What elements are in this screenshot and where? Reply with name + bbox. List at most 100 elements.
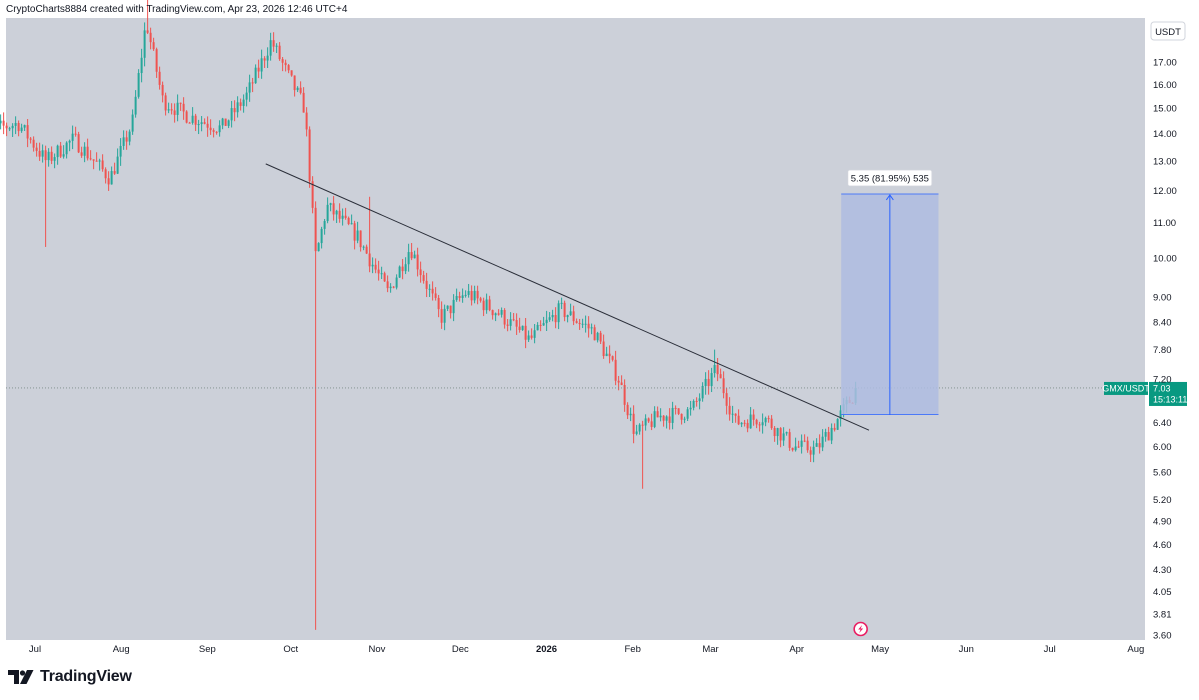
candle-body xyxy=(575,321,578,323)
candle-body xyxy=(734,413,737,416)
candle-body xyxy=(44,150,47,161)
candle-body xyxy=(455,296,458,300)
candle xyxy=(683,416,686,424)
time-axis[interactable]: Jul Aug Sep Oct Nov Dec 2026 Feb Mar Apr May Jun Jul… xyxy=(29,644,1144,655)
candle xyxy=(131,109,134,135)
candle-body xyxy=(677,408,680,414)
candle xyxy=(479,296,482,303)
candle-body xyxy=(392,286,395,288)
candle-body xyxy=(377,269,380,274)
candle xyxy=(602,334,605,359)
candle xyxy=(770,415,773,430)
candle-body xyxy=(788,432,791,448)
candle xyxy=(47,148,50,167)
candle-body xyxy=(566,315,569,318)
candle-body xyxy=(485,299,488,311)
candle xyxy=(569,303,572,316)
candle-body xyxy=(626,404,629,416)
candle xyxy=(173,103,176,123)
candle xyxy=(161,81,164,103)
candle-body xyxy=(287,65,290,71)
candle-body xyxy=(740,422,743,425)
candle xyxy=(620,375,623,386)
candle xyxy=(758,421,761,432)
candle xyxy=(764,416,767,427)
candle-body xyxy=(290,70,293,76)
candle xyxy=(839,405,842,427)
candle xyxy=(488,295,491,312)
candle-body xyxy=(65,142,68,155)
candle-body xyxy=(668,416,671,423)
price-axis[interactable]: 17.00 16.00 15.00 14.00 13.00 12.00 11.00 10.00… xyxy=(1153,58,1177,642)
event-marker-bolt xyxy=(858,625,864,633)
candle xyxy=(659,408,662,422)
last-price-badge[interactable] xyxy=(1149,381,1187,406)
candle xyxy=(50,146,53,165)
candle-body xyxy=(83,146,86,156)
candle-body xyxy=(266,55,269,61)
candle xyxy=(377,260,380,281)
candle-body xyxy=(395,277,398,288)
candle-body xyxy=(602,341,605,357)
candle-body xyxy=(608,353,611,357)
candle xyxy=(791,447,794,452)
candle xyxy=(122,130,125,150)
candle xyxy=(233,100,236,122)
candle-body xyxy=(77,134,80,153)
candle xyxy=(197,119,200,135)
candle-body xyxy=(524,325,527,340)
candle-body xyxy=(809,450,812,455)
candle-body xyxy=(263,58,266,61)
symbol-badge[interactable] xyxy=(1104,381,1148,395)
candle xyxy=(785,431,788,436)
candle-body xyxy=(152,42,155,50)
candle-body xyxy=(488,299,491,311)
candle-body xyxy=(647,418,650,422)
candle-body xyxy=(494,313,497,316)
candle xyxy=(230,100,233,128)
candle xyxy=(224,118,227,126)
candle xyxy=(407,243,410,272)
candle xyxy=(227,119,230,129)
candle-body xyxy=(137,73,140,97)
candle xyxy=(83,142,86,163)
candle-body xyxy=(497,313,500,315)
tradingview-logo[interactable]: TradingView xyxy=(8,668,132,686)
candle xyxy=(251,77,254,93)
candle xyxy=(314,201,317,630)
candle xyxy=(32,136,35,152)
candle-body xyxy=(749,414,752,429)
candle-body xyxy=(371,264,374,267)
candle-body xyxy=(59,145,62,157)
candle-body xyxy=(254,67,257,84)
candle xyxy=(239,98,242,111)
candle xyxy=(170,103,173,115)
candle xyxy=(443,304,446,331)
candle-body xyxy=(2,120,5,126)
candle xyxy=(422,270,425,284)
candle-body xyxy=(491,310,494,316)
candle xyxy=(671,401,674,430)
candle-body xyxy=(623,385,626,405)
candle xyxy=(527,330,530,342)
candle-body xyxy=(167,109,170,111)
candle-body xyxy=(206,123,209,128)
candle xyxy=(359,230,362,252)
descending-trendline[interactable] xyxy=(265,163,870,431)
candle-body xyxy=(482,300,485,311)
currency-unit-box[interactable]: USDT xyxy=(1150,21,1186,41)
time-tick-label: Jun xyxy=(959,644,974,655)
price-tick-label: 10.00 xyxy=(1153,253,1177,264)
candle-body xyxy=(461,295,464,298)
candle xyxy=(665,415,668,429)
candle-body xyxy=(824,432,827,437)
candle xyxy=(485,293,488,314)
candle-body xyxy=(512,319,515,321)
candle-body xyxy=(242,99,245,106)
candle xyxy=(89,150,92,161)
candle xyxy=(788,428,791,451)
candle xyxy=(278,42,281,61)
candle-body xyxy=(551,315,554,318)
candle-body xyxy=(41,150,44,157)
